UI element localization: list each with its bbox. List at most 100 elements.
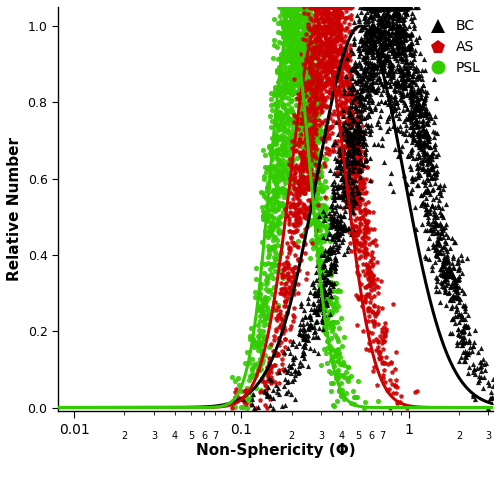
Point	[433, 240, 441, 247]
Point	[252, 275, 260, 283]
Point	[263, 311, 271, 319]
Point	[344, 133, 352, 140]
Point	[312, 80, 320, 88]
Point	[402, 8, 410, 16]
Point	[406, 110, 413, 118]
Point	[286, 3, 294, 11]
Point	[340, 3, 347, 11]
Point	[309, 111, 317, 119]
Point	[276, 120, 284, 128]
Point	[296, 325, 304, 333]
Point	[321, 67, 329, 75]
Point	[340, 182, 348, 190]
Point	[362, 3, 370, 11]
Point	[348, 399, 356, 407]
Point	[344, 171, 352, 179]
Point	[406, 189, 414, 197]
Point	[344, 3, 352, 11]
Point	[420, 55, 428, 62]
Point	[287, 3, 295, 11]
Point	[341, 46, 349, 54]
Point	[312, 305, 320, 313]
Point	[264, 287, 272, 295]
Point	[336, 33, 344, 41]
Point	[386, 66, 394, 74]
Point	[419, 143, 427, 151]
Point	[354, 150, 362, 158]
Point	[266, 144, 274, 152]
Point	[398, 48, 406, 56]
Point	[380, 56, 388, 63]
Point	[276, 85, 284, 93]
Point	[438, 185, 446, 193]
Point	[310, 156, 318, 164]
Point	[301, 121, 309, 129]
Point	[314, 291, 322, 299]
Point	[302, 45, 310, 53]
Point	[340, 59, 348, 67]
Point	[333, 76, 341, 83]
Point	[382, 17, 390, 25]
Point	[291, 208, 299, 215]
Point	[294, 94, 302, 102]
Point	[302, 53, 310, 60]
Point	[341, 3, 349, 11]
Point	[284, 3, 292, 11]
Point	[377, 3, 385, 11]
Point	[365, 274, 373, 282]
Point	[359, 74, 367, 82]
Point	[302, 3, 310, 11]
Point	[346, 104, 354, 112]
Point	[367, 75, 375, 82]
Point	[446, 283, 454, 290]
Point	[343, 25, 351, 32]
Point	[304, 25, 312, 33]
Point	[263, 215, 271, 223]
Point	[322, 203, 330, 211]
Point	[357, 101, 365, 109]
Point	[296, 135, 304, 143]
Point	[344, 363, 352, 371]
Point	[284, 212, 292, 220]
Point	[322, 234, 330, 242]
Point	[328, 3, 336, 11]
Point	[277, 279, 285, 287]
Point	[326, 249, 334, 257]
Point	[371, 44, 379, 52]
Point	[266, 212, 274, 219]
Point	[288, 163, 296, 170]
Point	[298, 11, 306, 19]
Point	[307, 45, 315, 53]
Point	[286, 21, 294, 29]
Point	[428, 173, 436, 181]
Point	[368, 7, 376, 15]
Point	[281, 289, 289, 297]
Point	[316, 37, 324, 45]
Point	[366, 267, 374, 275]
Point	[330, 195, 338, 203]
Point	[298, 35, 306, 43]
Point	[308, 174, 316, 182]
Point	[298, 3, 306, 11]
Point	[340, 333, 348, 341]
Point	[332, 227, 340, 235]
Point	[370, 11, 378, 19]
Point	[324, 359, 332, 367]
Point	[298, 157, 306, 165]
Point	[338, 50, 346, 58]
Point	[410, 64, 418, 72]
Point	[304, 3, 312, 11]
Point	[368, 62, 376, 70]
Point	[292, 186, 300, 194]
Point	[332, 3, 340, 11]
Point	[332, 183, 340, 191]
Point	[331, 332, 339, 339]
Point	[416, 145, 424, 152]
Point	[291, 14, 299, 21]
Point	[398, 66, 406, 74]
Point	[395, 3, 403, 11]
Point	[372, 3, 380, 11]
Point	[284, 3, 292, 11]
Point	[276, 227, 283, 234]
Point	[406, 110, 414, 118]
